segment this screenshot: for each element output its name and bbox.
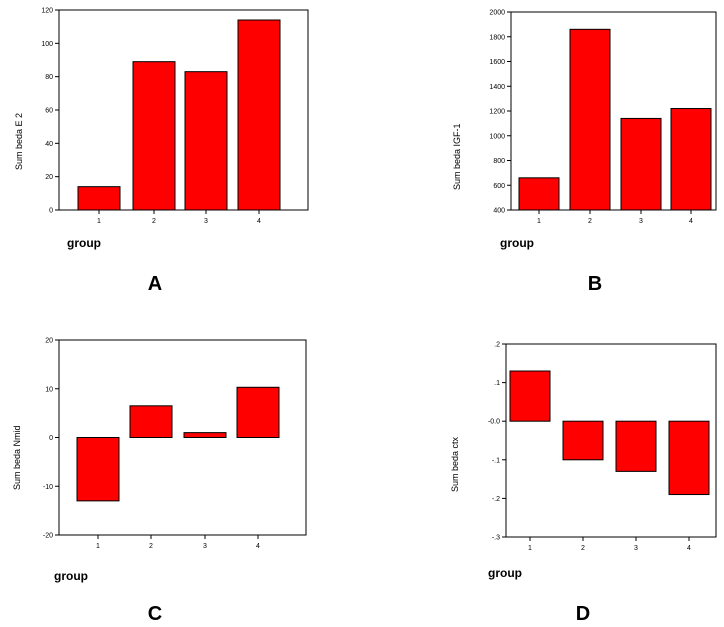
y-tick-label: -.3 bbox=[492, 535, 500, 542]
bar-group-3 bbox=[620, 117, 662, 211]
x-tick-label: 1 bbox=[96, 543, 100, 550]
plot-frame bbox=[505, 343, 717, 538]
bar-group-4 bbox=[670, 108, 712, 211]
y-tick-label: 20 bbox=[45, 338, 53, 345]
y-tick-label: 1000 bbox=[489, 133, 505, 140]
x-tick-label: 1 bbox=[537, 218, 541, 225]
x-tick-label: 2 bbox=[152, 218, 156, 225]
y-tick-label: 800 bbox=[493, 158, 505, 165]
panel-letter: C bbox=[148, 603, 162, 625]
y-tick-label: .1 bbox=[494, 380, 500, 387]
y-tick-label: -20 bbox=[43, 533, 53, 540]
y-tick-label: 1800 bbox=[489, 34, 505, 41]
x-tick-label: 1 bbox=[528, 545, 532, 552]
x-tick-label: 3 bbox=[203, 543, 207, 550]
bar-group-1 bbox=[77, 186, 121, 211]
y-tick-label: 1400 bbox=[489, 84, 505, 91]
x-tick-label: 3 bbox=[639, 218, 643, 225]
x-tick-label: 4 bbox=[257, 218, 261, 225]
y-tick-label: 80 bbox=[45, 74, 53, 81]
x-axis-label: group bbox=[67, 236, 101, 250]
x-tick-label: 4 bbox=[256, 543, 260, 550]
bar-group-1 bbox=[509, 370, 551, 422]
x-tick-label: 1 bbox=[97, 218, 101, 225]
panel-letter: D bbox=[576, 603, 590, 625]
bar-group-3 bbox=[183, 432, 227, 438]
bar-group-4 bbox=[237, 19, 281, 211]
y-tick-label: .2 bbox=[494, 342, 500, 349]
x-tick-label: 4 bbox=[689, 218, 693, 225]
y-axis-label: Sum beda ctx bbox=[450, 436, 460, 492]
x-tick-label: 2 bbox=[581, 545, 585, 552]
y-tick-label: 40 bbox=[45, 141, 53, 148]
bar-group-2 bbox=[132, 61, 176, 211]
bar-group-2 bbox=[569, 28, 611, 211]
y-axis-label: Sum beda IGF-1 bbox=[452, 123, 462, 190]
x-tick-label: 3 bbox=[204, 218, 208, 225]
x-axis-label: group bbox=[488, 566, 522, 580]
y-tick-label: 10 bbox=[45, 386, 53, 393]
bar-group-4 bbox=[236, 386, 280, 439]
y-tick-label: 2000 bbox=[489, 10, 505, 17]
x-axis-label: group bbox=[54, 569, 88, 583]
y-tick-label: 60 bbox=[45, 108, 53, 115]
y-tick-label: 1200 bbox=[489, 109, 505, 116]
bar-group-1 bbox=[518, 177, 560, 211]
y-tick-label: 100 bbox=[41, 41, 53, 48]
bar-group-3 bbox=[184, 71, 228, 211]
x-tick-label: 4 bbox=[687, 545, 691, 552]
bar-group-3 bbox=[615, 420, 657, 472]
y-axis-label: Sum beda E 2 bbox=[14, 113, 24, 170]
y-axis-label: Sum beda Nmid bbox=[12, 425, 22, 490]
y-tick-label: 120 bbox=[41, 8, 53, 15]
y-tick-label: -.2 bbox=[492, 496, 500, 503]
y-tick-label: -0.0 bbox=[488, 419, 500, 426]
y-tick-label: 0 bbox=[49, 435, 53, 442]
x-tick-label: 2 bbox=[588, 218, 592, 225]
y-tick-label: 400 bbox=[493, 208, 505, 215]
x-tick-label: 3 bbox=[634, 545, 638, 552]
y-tick-label: 0 bbox=[49, 208, 53, 215]
bar-group-2 bbox=[562, 420, 604, 461]
panel-letter: B bbox=[588, 273, 602, 295]
y-tick-label: 600 bbox=[493, 183, 505, 190]
y-tick-label: 20 bbox=[45, 174, 53, 181]
x-tick-label: 2 bbox=[149, 543, 153, 550]
bar-group-2 bbox=[129, 405, 173, 438]
y-tick-label: 1600 bbox=[489, 59, 505, 66]
bar-group-4 bbox=[668, 420, 710, 496]
x-axis-label: group bbox=[500, 236, 534, 250]
y-tick-label: -10 bbox=[43, 484, 53, 491]
bar-group-1 bbox=[76, 437, 120, 502]
panel-letter: A bbox=[148, 273, 162, 295]
y-tick-label: -.1 bbox=[492, 457, 500, 464]
